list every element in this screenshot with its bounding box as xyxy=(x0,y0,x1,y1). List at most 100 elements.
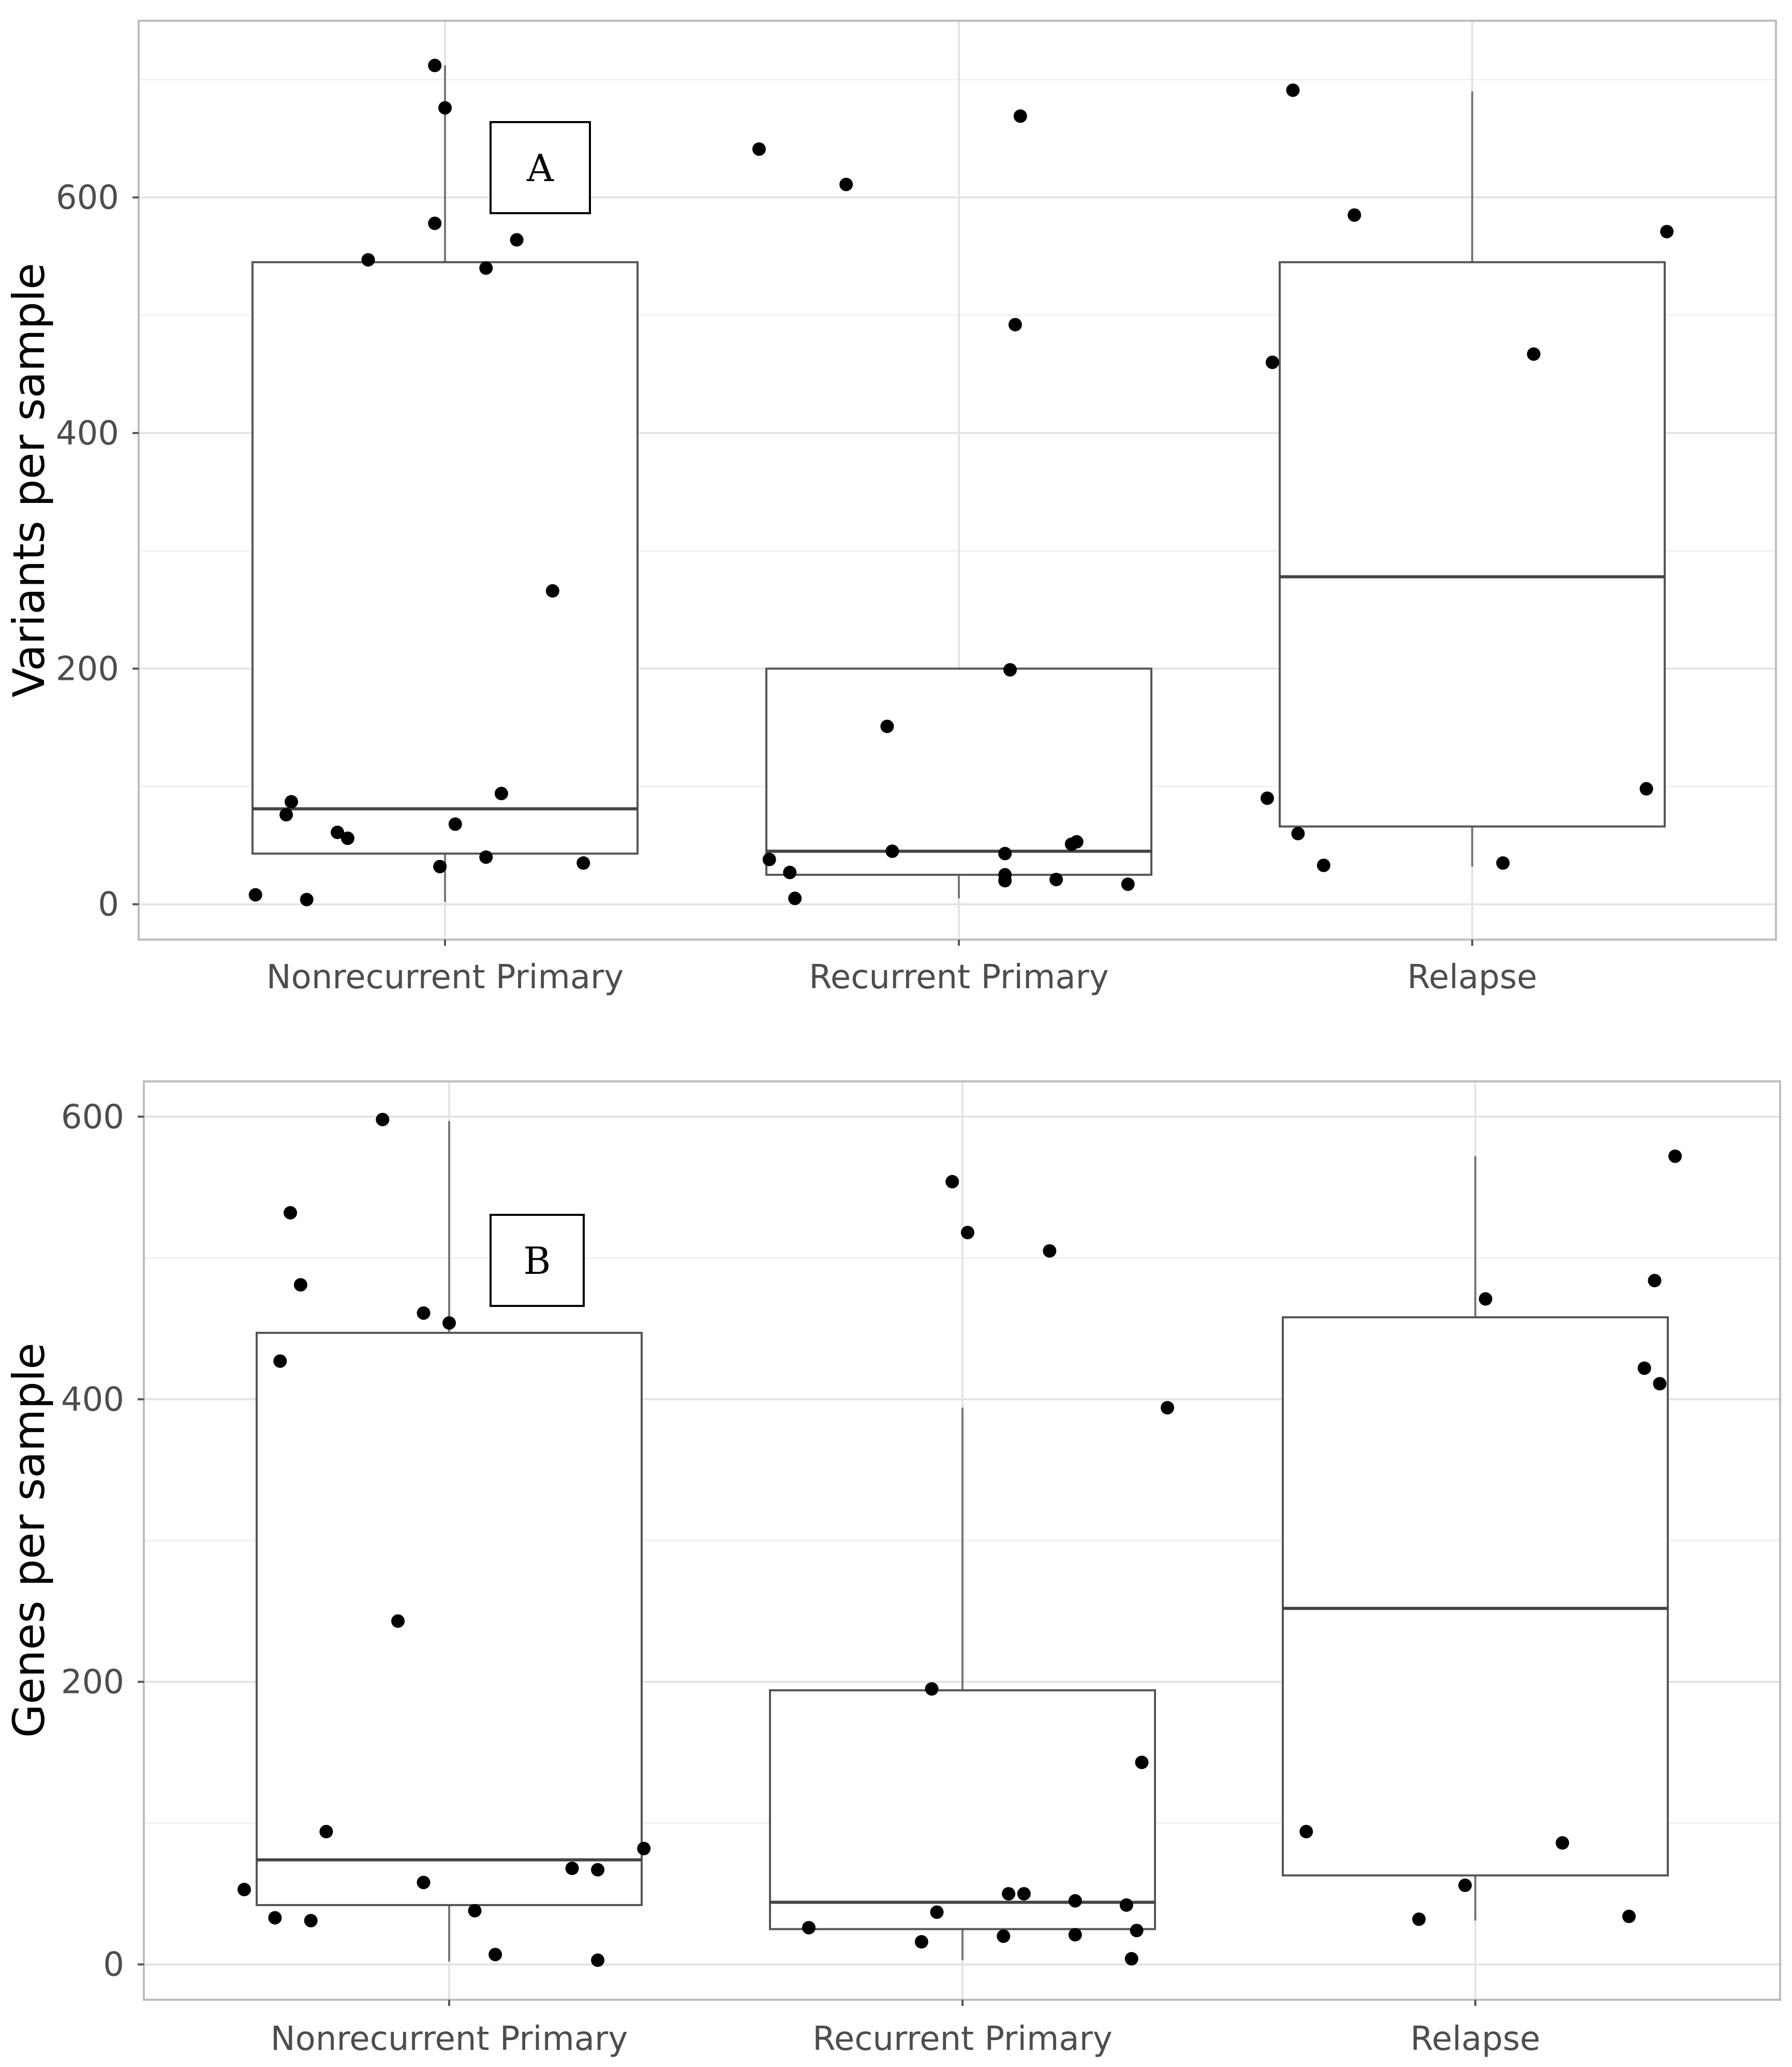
data-point xyxy=(1068,1928,1082,1942)
data-point xyxy=(433,859,447,873)
data-point xyxy=(1622,1909,1636,1923)
data-point xyxy=(238,1883,251,1896)
data-point xyxy=(1637,1361,1651,1375)
data-point xyxy=(802,1921,816,1935)
x-tick-label: Recurrent Primary xyxy=(812,2020,1113,2058)
data-point xyxy=(762,853,776,867)
data-point xyxy=(479,261,493,275)
data-point xyxy=(930,1905,944,1919)
data-point xyxy=(1119,1898,1133,1912)
iqr-box xyxy=(256,1332,643,1907)
panel-label-b: B xyxy=(490,1214,585,1307)
data-point xyxy=(268,1911,282,1925)
data-point xyxy=(1496,856,1510,870)
data-point xyxy=(293,1278,307,1292)
data-point xyxy=(783,866,797,880)
iqr-box xyxy=(1282,1316,1669,1877)
data-point xyxy=(438,101,452,115)
y-tick-label: 600 xyxy=(56,179,119,217)
data-point xyxy=(340,831,354,845)
panel-b: 0 200 400 600 Nonrecurrent Primary Recurrent… xyxy=(4,1080,1781,2058)
x-tick-label: Recurrent Primary xyxy=(809,958,1109,997)
data-point xyxy=(637,1841,651,1855)
x-tick-label: Nonrecurrent Primary xyxy=(271,2020,628,2058)
panel-label-a-text: A xyxy=(526,146,554,190)
data-point xyxy=(1161,1401,1174,1415)
data-point xyxy=(442,1316,456,1330)
y-tick-label: 600 xyxy=(61,1098,124,1136)
x-tick-label: Relapse xyxy=(1410,2020,1540,2058)
iqr-box xyxy=(251,261,639,855)
data-point xyxy=(1299,1825,1313,1839)
data-point xyxy=(428,216,442,230)
data-point xyxy=(1068,1894,1082,1908)
data-point xyxy=(1121,877,1135,891)
data-point xyxy=(576,856,590,870)
panel-label-b-text: B xyxy=(524,1239,551,1283)
data-point xyxy=(997,1929,1011,1943)
data-point xyxy=(1458,1878,1472,1892)
panel-a-border xyxy=(138,20,1777,941)
data-point xyxy=(998,846,1012,860)
iqr-box xyxy=(1279,261,1666,828)
data-point xyxy=(945,1174,959,1188)
data-point xyxy=(1008,318,1022,332)
data-point xyxy=(1070,835,1084,849)
iqr-box xyxy=(769,1689,1156,1930)
data-point xyxy=(417,1876,431,1890)
y-tick-label: 400 xyxy=(61,1380,124,1419)
data-point xyxy=(468,1904,482,1917)
data-point xyxy=(273,1354,287,1368)
y-axis-title: Variants per sample xyxy=(4,263,54,697)
data-point xyxy=(1653,1377,1667,1391)
data-point xyxy=(1527,347,1541,361)
data-point xyxy=(391,1614,405,1628)
data-point xyxy=(284,1206,298,1220)
data-point xyxy=(448,817,462,831)
iqr-box xyxy=(765,667,1152,876)
y-axis-title: Genes per sample xyxy=(4,1343,54,1738)
data-point xyxy=(591,1863,605,1877)
x-tick-label: Nonrecurrent Primary xyxy=(266,958,624,997)
data-point xyxy=(565,1862,579,1876)
data-point xyxy=(279,808,293,822)
data-point xyxy=(1478,1292,1492,1306)
data-point xyxy=(417,1306,431,1320)
data-point xyxy=(1049,872,1063,886)
data-point xyxy=(788,891,802,905)
data-point xyxy=(1135,1756,1149,1769)
data-point xyxy=(1286,83,1300,97)
data-point xyxy=(428,58,442,72)
data-point xyxy=(1261,791,1274,805)
data-point xyxy=(1412,1912,1426,1926)
data-point xyxy=(1347,208,1361,222)
data-point xyxy=(331,825,345,839)
data-point xyxy=(1017,1887,1031,1901)
data-point xyxy=(1002,1887,1016,1901)
x-tick-label: Relapse xyxy=(1407,958,1537,997)
data-point xyxy=(494,786,508,800)
data-point xyxy=(488,1947,502,1961)
data-point xyxy=(479,850,493,864)
data-point xyxy=(591,1953,605,1967)
data-point xyxy=(1639,782,1653,796)
data-point xyxy=(510,233,524,247)
data-point xyxy=(1291,827,1305,841)
data-point xyxy=(1130,1924,1144,1938)
data-point xyxy=(545,584,559,598)
data-point xyxy=(1043,1244,1057,1258)
data-point xyxy=(1668,1149,1682,1163)
data-point xyxy=(376,1112,390,1126)
data-point xyxy=(839,177,853,191)
data-point xyxy=(1316,858,1330,872)
data-point xyxy=(1124,1952,1138,1966)
data-point xyxy=(998,868,1012,882)
y-tick-label: 400 xyxy=(56,414,119,453)
panel-a: 0 200 400 600 Nonrecurrent Primary Recurrent… xyxy=(4,20,1777,997)
data-point xyxy=(925,1682,939,1696)
y-tick-label: 0 xyxy=(103,1946,124,1984)
data-point xyxy=(960,1226,974,1240)
data-point xyxy=(1556,1836,1569,1850)
data-point xyxy=(752,142,766,156)
